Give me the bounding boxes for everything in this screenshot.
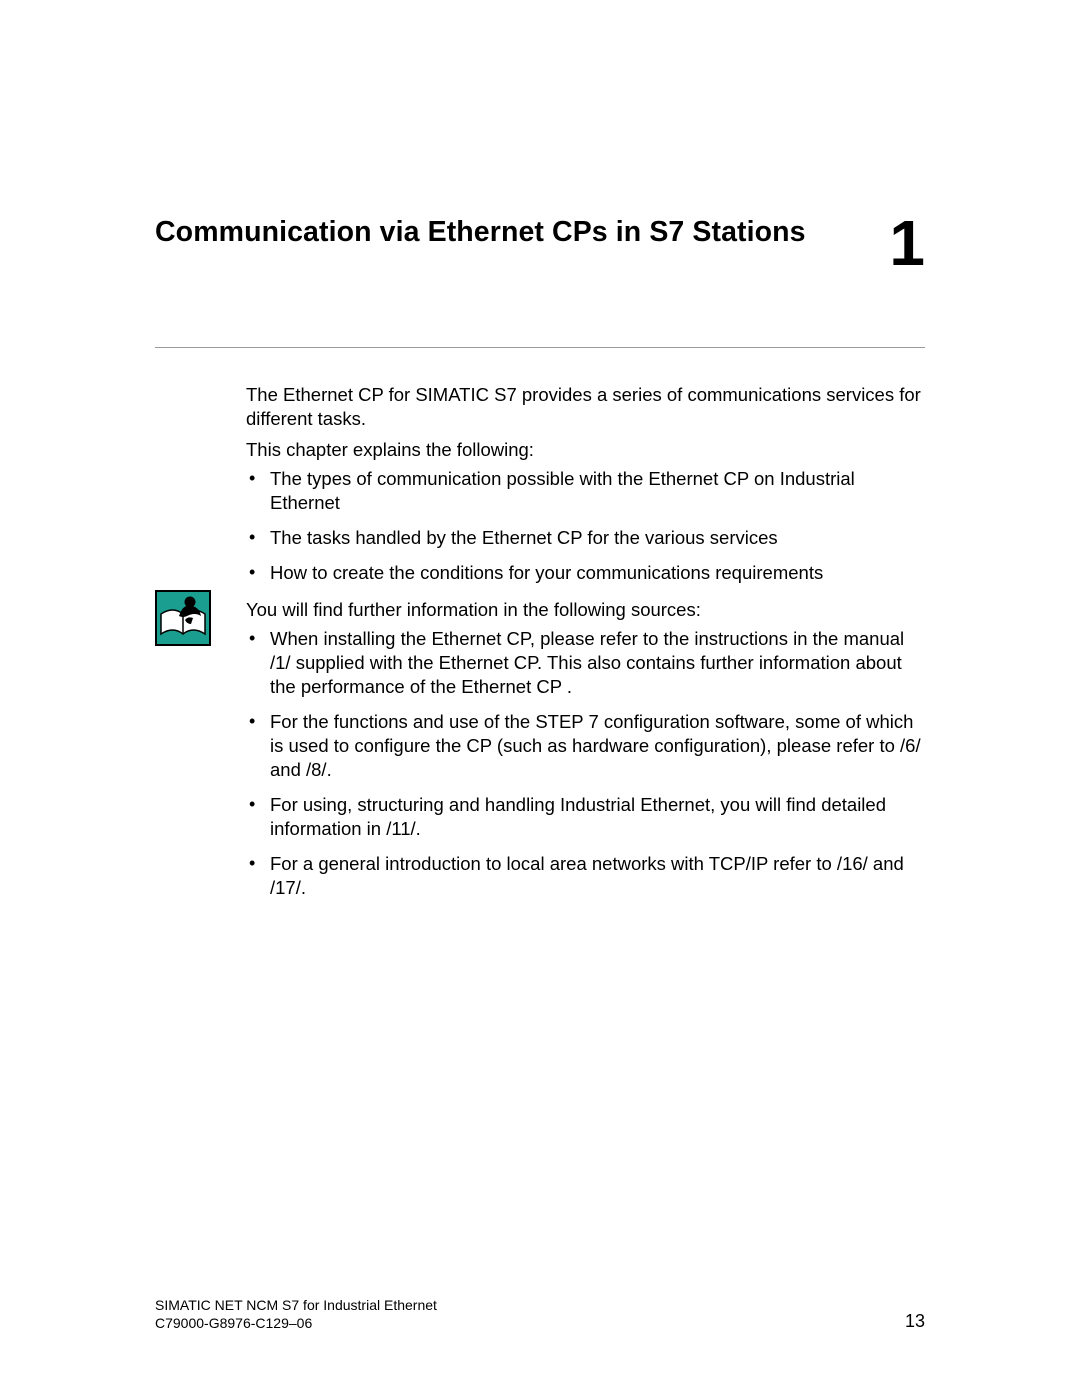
list-item: How to create the conditions for your co… [246,561,925,585]
chapter-number: 1 [889,211,925,275]
chapter-title: Communication via Ethernet CPs in S7 Sta… [155,215,806,250]
intro-paragraph-2: This chapter explains the following: [246,438,925,470]
further-info-bullet-list: When installing the Ethernet CP, please … [246,627,925,911]
reader-icon-svg [155,590,211,646]
body-text: You will find further information in the… [246,598,925,622]
list-item: The types of communication possible with… [246,467,925,515]
divider [155,347,925,348]
body-text: This chapter explains the following: [246,438,925,462]
list-item: For a general introduction to local area… [246,852,925,900]
further-info-lead: You will find further information in the… [246,598,925,630]
body-text: The Ethernet CP for SIMATIC S7 provides … [246,383,925,431]
list-item: The tasks handled by the Ethernet CP for… [246,526,925,550]
footer-left: SIMATIC NET NCM S7 for Industrial Ethern… [155,1297,437,1332]
reader-icon [155,590,211,646]
footer-line-1: SIMATIC NET NCM S7 for Industrial Ethern… [155,1297,437,1315]
page: Communication via Ethernet CPs in S7 Sta… [0,0,1080,1397]
list-item: For the functions and use of the STEP 7 … [246,710,925,782]
list-item: When installing the Ethernet CP, please … [246,627,925,699]
intro-paragraph-1: The Ethernet CP for SIMATIC S7 provides … [246,383,925,439]
footer-line-2: C79000-G8976-C129–06 [155,1315,437,1333]
chapter-heading-row: Communication via Ethernet CPs in S7 Sta… [155,215,925,275]
intro-bullet-list: The types of communication possible with… [246,467,925,596]
page-footer: SIMATIC NET NCM S7 for Industrial Ethern… [155,1297,925,1332]
list-item: For using, structuring and handling Indu… [246,793,925,841]
page-number: 13 [905,1310,925,1333]
